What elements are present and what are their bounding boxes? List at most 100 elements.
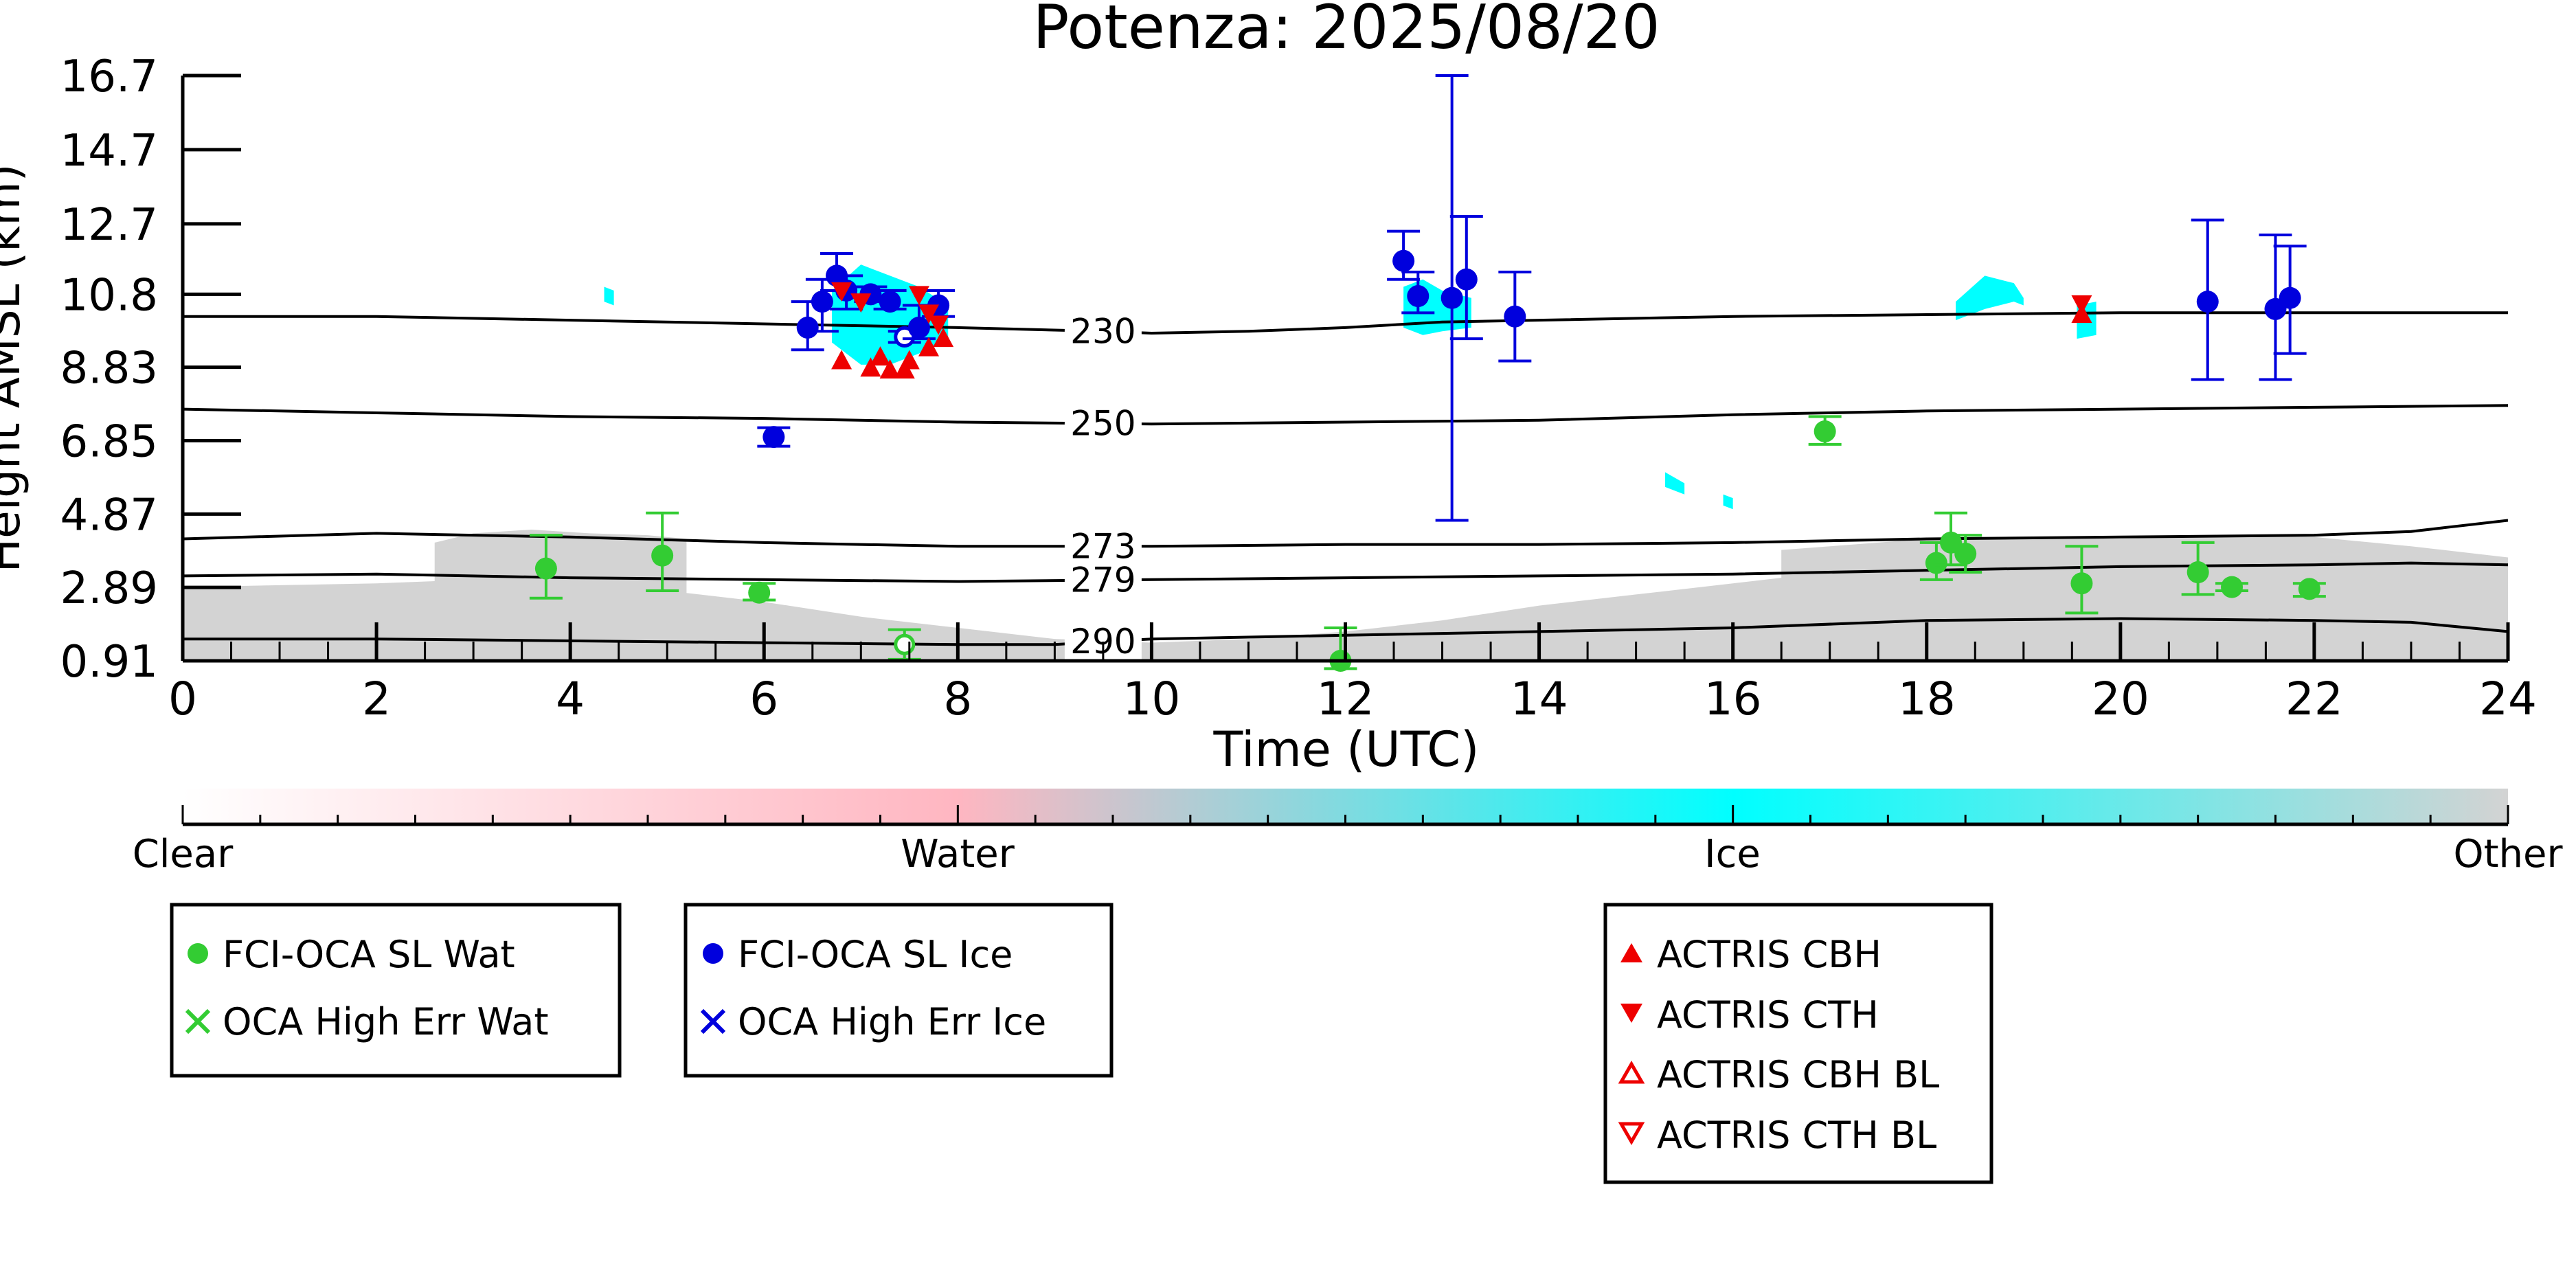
legend-ice-frame [683,903,1114,1078]
water-point [1954,543,1977,565]
colorbar-label-water: Water [901,832,1015,877]
actris-cth-marker [908,286,929,306]
axes: 0 2 4 6 8 10 12 14 16 18 20 22 240.912.894.876.858.8… [60,52,2537,725]
x-tick-label: 18 [1898,673,1956,725]
y-tick-label: 4.87 [60,490,159,541]
y-axis-label: Height AMSL (km) [0,164,30,573]
x-tick-label: 4 [556,673,585,725]
legend-actris-frame [1603,903,1993,1184]
water-point [534,557,557,580]
actris-cbh-marker [879,359,901,379]
water-point-hollow [894,633,916,655]
water-point [1925,552,1947,574]
colorbar-label-ice: Ice [1704,832,1761,877]
isotherm-label-bg [1064,528,1142,565]
cloud-region-ice [604,286,614,306]
actris-cbh-marker [918,337,940,357]
ice-point [879,291,901,313]
legend-cbh-bl-label: ACTRIS CBH BL [1657,1053,1939,1096]
legend-cth-bl-triangle-down-outline-icon [1618,1122,1645,1146]
actris-cbh-marker [933,328,954,348]
legend-ice-dot-icon [703,943,723,964]
colorbar-ticks [181,805,2509,826]
isotherm-line [183,404,2508,426]
x-tick-label: 6 [749,673,778,725]
ice-point [811,291,833,313]
x-tick-label: 8 [943,673,972,725]
legend-cbh-triangle-up-icon [1620,943,1642,962]
isotherm-label-bg [1064,562,1142,598]
isotherm-label: 250 [1070,404,1136,444]
cloud-region-other [434,529,687,661]
legend-cth-triangle-down-icon [1620,1004,1642,1023]
cloud-region-ice [1664,472,1685,495]
y-tick-label: 12.7 [60,200,159,251]
colorbar: Clear Water Ice Other [133,789,2563,877]
ice-point [796,316,819,339]
legend-water-high-err-label: OCA High Err Wat [223,1000,549,1043]
isotherm-label-bg [1064,313,1142,350]
x-tick-label: 22 [2285,673,2343,725]
ice-point [1455,268,1478,291]
isotherm-line [183,561,2508,583]
legend-cbh-bl-triangle-up-outline-icon [1618,1060,1645,1084]
cloud-region-ice [1956,275,2024,321]
y-tick-label: 16.7 [60,52,159,102]
legend-cth-bl-label: ACTRIS CTH BL [1657,1114,1936,1157]
ice-point [762,426,785,449]
actris-cth-marker [2071,295,2092,315]
legend-actris: ACTRIS CBH ACTRIS CTH ACTRIS CBH BL ACTR… [1603,903,1993,1184]
data-points [529,74,2326,672]
isotherm-label: 279 [1070,561,1136,600]
x-tick-label: 14 [1511,673,1568,725]
water-point [2221,576,2244,598]
legend-cth-label: ACTRIS CTH [1657,993,1879,1037]
ice-point [2279,286,2301,309]
water-point [651,544,674,567]
actris-cbh-marker [831,350,852,370]
water-point [748,581,771,604]
x-tick-label: 10 [1122,673,1180,725]
actris-cth-marker [831,282,852,302]
actris-cbh-marker [860,357,881,377]
ice-point [1392,249,1415,272]
x-tick-label: 20 [2092,673,2149,725]
y-tick-label: 6.85 [60,416,159,467]
x-axis-label: Time (UTC) [1213,721,1480,778]
isotherm-label: 273 [1070,526,1136,566]
y-tick-label: 2.89 [60,563,159,614]
actris-cbh-marker [899,350,920,370]
ice-point [1504,305,1526,328]
actris-cth-marker [850,293,872,313]
chart-title: Potenza: 2025/08/20 [1032,0,1660,63]
cloud-field [183,264,2508,661]
water-point [2187,561,2209,584]
actris-cth-marker [928,315,949,335]
y-tick-label: 10.8 [60,270,159,321]
legend-ice-high-err-label: OCA High Err Ice [738,1000,1046,1043]
x-tick-label: 12 [1317,673,1375,725]
legend-cbh-label: ACTRIS CBH [1657,933,1882,976]
y-tick-label: 14.7 [60,126,159,177]
legend-water-cross-icon [185,1008,211,1035]
ice-point [907,316,930,339]
x-tick-label: 0 [168,673,197,725]
isotherm-label: 230 [1070,311,1136,351]
ice-point [2196,291,2219,313]
cloud-region-other [1781,535,2508,661]
cloud-region-ice [1723,494,1733,510]
y-tick-label: 0.91 [60,637,159,688]
ice-point [1440,286,1463,309]
actris-cth-marker [918,304,940,324]
isotherm-line [183,311,2508,335]
water-point [2298,578,2320,600]
water-point [2070,572,2093,595]
actris-cbh-marker [870,346,891,366]
ice-point [1407,285,1430,308]
legend-ice-cross-icon [700,1008,726,1035]
legend-water: FCI-OCA SL Wat OCA High Err Wat [170,903,622,1078]
legend-ice: FCI-OCA SL Ice OCA High Err Ice [683,903,1114,1078]
legend-water-label: FCI-OCA SL Wat [223,933,515,976]
